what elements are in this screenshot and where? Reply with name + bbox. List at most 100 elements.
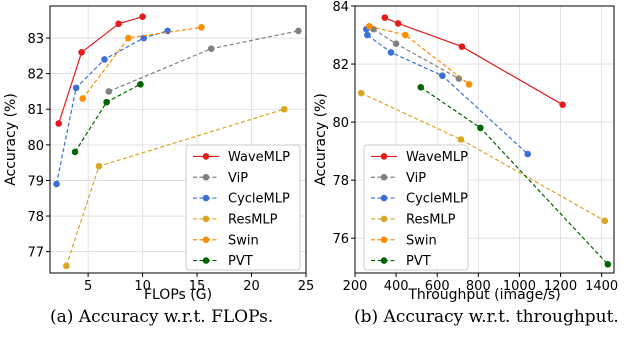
y-tick-label: 83 — [27, 32, 44, 47]
data-point — [280, 105, 288, 113]
data-point — [72, 84, 80, 92]
legend-label: PVT — [406, 254, 431, 269]
x-tick-label: 800 — [466, 279, 491, 294]
series-line — [365, 29, 529, 155]
data-point — [101, 56, 108, 63]
data-point — [140, 34, 147, 42]
data-point — [115, 20, 122, 28]
plot-frame — [354, 5, 615, 274]
data-point — [394, 20, 402, 27]
x-tick-label: 1000 — [503, 279, 536, 294]
x-tick-label: 1400 — [585, 279, 618, 294]
legend-box — [363, 144, 469, 271]
data-point — [604, 260, 612, 268]
legend-item-resmlp: ResMLP — [193, 212, 278, 227]
legend-label: ResMLP — [406, 212, 456, 227]
legend-label: CycleMLP — [406, 192, 468, 207]
legend-label: ViP — [406, 171, 426, 186]
data-point — [207, 45, 215, 53]
legend-marker — [380, 153, 388, 160]
x-tick-label: 25 — [298, 279, 315, 294]
x-tick-label: 20 — [243, 279, 260, 294]
x-axis-label: FLOPs (G) — [144, 287, 212, 303]
series-pvt — [417, 83, 612, 268]
legend: WaveMLP ViP CycleMLP ResMLP Swin PVT — [185, 144, 301, 271]
legend-item-vip: ViP — [193, 171, 248, 186]
legend: WaveMLP ViP CycleMLP ResMLP Swin PVT — [363, 144, 469, 271]
x-tick-label: 1200 — [544, 279, 577, 294]
legend-item-wavemlp: WaveMLP — [371, 150, 468, 165]
y-axis-label: Accuracy (%) — [3, 93, 19, 186]
series-line — [373, 28, 460, 80]
data-point — [103, 98, 110, 106]
data-point — [95, 162, 103, 170]
data-point — [71, 148, 79, 156]
data-point — [455, 75, 463, 82]
caption-a: (a) Accuracy w.r.t. FLOPs. — [50, 307, 274, 327]
legend-item-pvt: PVT — [193, 254, 253, 269]
y-tick-label: 77 — [27, 246, 44, 261]
y-tick-label: 80 — [27, 139, 44, 154]
y-tick-label: 82 — [332, 58, 349, 73]
legend-item-swin: Swin — [371, 233, 437, 248]
y-tick-label: 79 — [27, 174, 44, 189]
series-cyclemlp — [53, 27, 171, 188]
x-tick-label: 400 — [384, 279, 409, 294]
data-point — [366, 23, 373, 30]
legend-marker — [380, 173, 388, 181]
data-point — [139, 13, 146, 20]
y-tick-label: 80 — [332, 116, 349, 131]
series-wavemlp — [381, 14, 566, 108]
series-vip — [370, 25, 463, 82]
y-tick-label: 81 — [27, 103, 44, 118]
chart-accuracy-vs-flops: 5 10 15 20 25 77 78 79 80 81 82 83 FLOPs (G) Accuracy… — [3, 5, 315, 303]
series-wavemlp — [55, 13, 146, 127]
legend-label: CycleMLP — [228, 192, 290, 207]
data-point — [392, 40, 400, 48]
series-swin — [79, 24, 205, 102]
series-line — [82, 26, 202, 99]
data-point — [381, 14, 389, 21]
x-tick-label: 10 — [134, 279, 151, 294]
legend-label: ViP — [228, 171, 248, 186]
series-line — [108, 30, 299, 92]
caption-b: (b) Accuracy w.r.t. throughput. — [354, 307, 619, 327]
legend-item-cyclemlp: CycleMLP — [193, 192, 290, 207]
data-point — [465, 81, 473, 88]
plot-frame — [49, 5, 307, 274]
data-point — [477, 124, 484, 132]
series-resmlp — [63, 105, 288, 270]
legend-marker — [202, 257, 210, 264]
legend-marker — [202, 153, 210, 160]
legend-label: PVT — [228, 254, 253, 269]
data-point — [105, 88, 113, 95]
data-point — [402, 31, 409, 39]
data-point — [79, 95, 86, 102]
series-resmlp — [357, 89, 609, 225]
series-swin — [366, 23, 473, 88]
legend-marker — [380, 215, 388, 223]
legend-marker — [380, 194, 388, 202]
data-point — [357, 89, 365, 97]
data-point — [439, 72, 446, 79]
legend-label: WaveMLP — [228, 150, 290, 165]
y-tick-label: 78 — [332, 174, 349, 189]
x-tick-label: 15 — [189, 279, 206, 294]
legend-item-wavemlp: WaveMLP — [193, 150, 290, 165]
legend-marker — [380, 236, 388, 244]
data-point — [364, 31, 371, 39]
data-point — [601, 217, 609, 225]
data-point — [295, 27, 302, 35]
data-point — [457, 136, 465, 143]
data-point — [55, 120, 63, 127]
data-point — [125, 34, 132, 42]
series-line — [384, 17, 563, 106]
data-point — [417, 83, 425, 91]
y-tick-label: 84 — [332, 0, 349, 15]
x-tick-label: 600 — [425, 279, 450, 294]
legend-marker — [380, 257, 388, 264]
series-cyclemlp — [363, 25, 531, 158]
legend-item-pvt: PVT — [371, 254, 431, 269]
legend-label: Swin — [406, 233, 437, 248]
legend-item-resmlp: ResMLP — [371, 212, 456, 227]
